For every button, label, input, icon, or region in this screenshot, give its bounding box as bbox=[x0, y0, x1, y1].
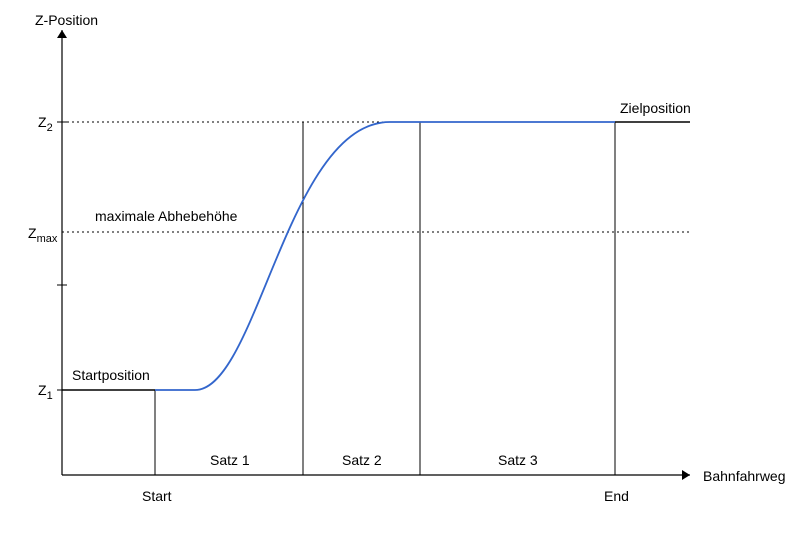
x-axis-title: Bahnfahrweg bbox=[703, 468, 786, 484]
z1-label: Z1 bbox=[38, 382, 53, 402]
zielposition-label: Zielposition bbox=[620, 100, 691, 116]
y-axis-title: Z-Position bbox=[35, 12, 98, 28]
end-label: End bbox=[604, 488, 629, 504]
zmax-label: Zmax bbox=[28, 225, 57, 245]
satz1-label: Satz 1 bbox=[210, 452, 250, 468]
z2-label: Z2 bbox=[38, 114, 53, 134]
satz2-label: Satz 2 bbox=[342, 452, 382, 468]
diagram-svg bbox=[0, 0, 800, 541]
satz3-label: Satz 3 bbox=[498, 452, 538, 468]
diagram-container: Z-Position Bahnfahrweg Z1 Z2 Zmax Startp… bbox=[0, 0, 800, 541]
max-abhebe-label: maximale Abhebehöhe bbox=[95, 208, 237, 224]
startposition-label: Startposition bbox=[72, 367, 150, 383]
start-label: Start bbox=[142, 488, 172, 504]
